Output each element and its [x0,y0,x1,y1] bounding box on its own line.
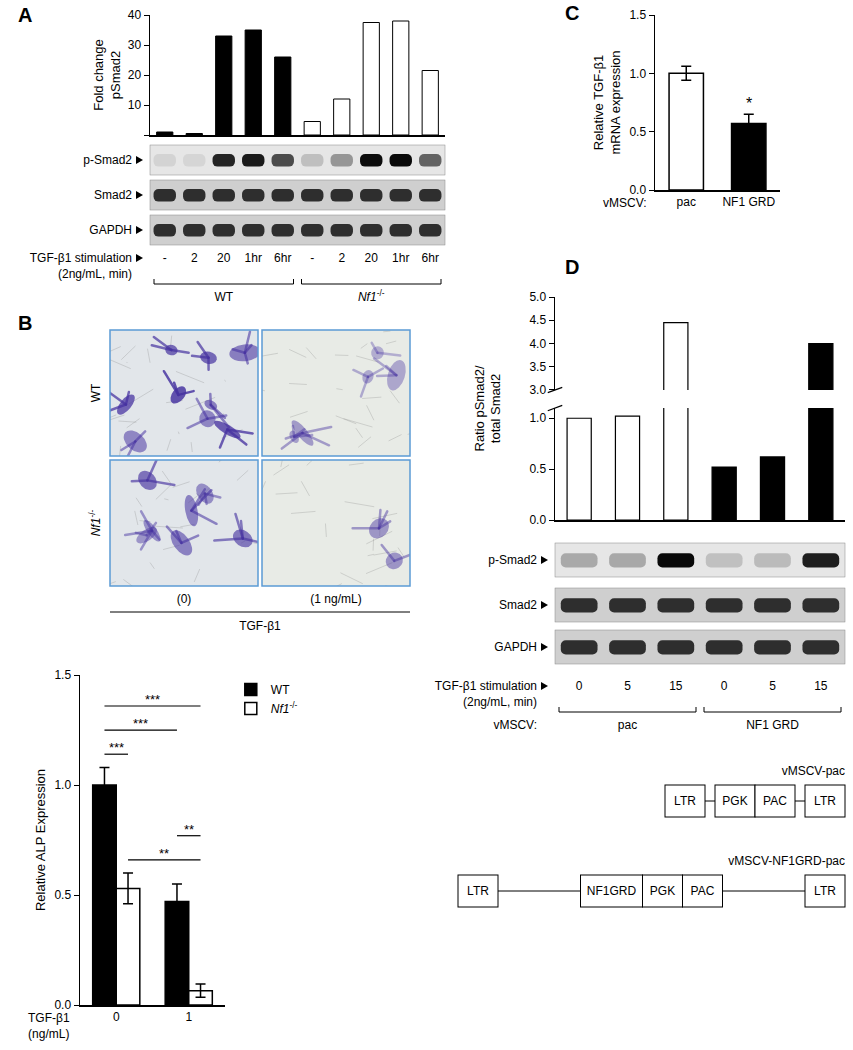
svg-text:Smad2: Smad2 [94,188,132,202]
svg-text:NF1GRD: NF1GRD [587,884,637,898]
svg-text:***: *** [145,692,160,707]
svg-text:PGK: PGK [650,884,675,898]
svg-text:p-Smad2: p-Smad2 [488,553,537,567]
svg-text:0.5: 0.5 [54,888,71,902]
svg-text:1.0: 1.0 [629,67,646,81]
svg-text:PAC: PAC [691,884,715,898]
svg-text:2: 2 [338,251,345,265]
svg-text:Ratio pSmad2/total Smad2: Ratio pSmad2/total Smad2 [472,365,504,451]
svg-text:(1 ng/mL): (1 ng/mL) [310,592,361,606]
svg-text:*: * [746,95,752,112]
svg-text:TGF-β1 stimulation: TGF-β1 stimulation [30,251,132,265]
svg-text:LTR: LTR [814,794,836,808]
svg-text:0: 0 [576,679,583,693]
svg-text:GAPDH: GAPDH [494,640,537,654]
svg-text:1.5: 1.5 [54,668,71,682]
svg-text:Smad2: Smad2 [499,598,537,612]
svg-text:5.0: 5.0 [529,290,546,304]
svg-text:LTR: LTR [467,884,489,898]
svg-text:pac: pac [618,718,637,732]
svg-text:4.5: 4.5 [529,313,546,327]
svg-text:Fold changepSmad2: Fold changepSmad2 [91,39,123,111]
svg-text:Nf1-/-: Nf1-/- [87,509,103,536]
svg-text:40: 40 [128,8,142,22]
svg-text:1.0: 1.0 [54,778,71,792]
svg-text:1.0: 1.0 [529,411,546,425]
svg-text:0: 0 [113,1010,120,1024]
svg-text:30: 30 [128,38,142,52]
svg-text:0: 0 [721,679,728,693]
svg-text:D: D [565,256,579,278]
svg-text:LTR: LTR [814,884,836,898]
svg-text:TGF-β1 stimulation: TGF-β1 stimulation [435,679,537,693]
svg-text:vMSCV:: vMSCV: [493,718,537,732]
svg-text:Relative ALP Expression: Relative ALP Expression [33,769,48,911]
svg-text:C: C [565,2,579,24]
svg-text:vMSCV-pac: vMSCV-pac [782,764,845,778]
svg-text:15: 15 [814,679,828,693]
svg-text:WT: WT [271,683,290,697]
svg-text:10: 10 [128,98,142,112]
svg-text:3.0: 3.0 [529,383,546,397]
svg-text:0.0: 0.0 [54,998,71,1012]
svg-text:**: ** [184,822,194,837]
svg-text:Nf1​-/-​: Nf1​-/-​ [271,700,298,716]
svg-text:(0): (0) [177,592,192,606]
svg-text:5: 5 [624,679,631,693]
svg-text:A: A [18,4,32,26]
svg-text:20: 20 [217,251,231,265]
svg-text:(2ng/mL, min): (2ng/mL, min) [58,267,132,281]
svg-text:6hr: 6hr [422,251,439,265]
svg-text:3.5: 3.5 [529,360,546,374]
svg-text:0.0: 0.0 [629,183,646,197]
svg-text:1.5: 1.5 [629,8,646,22]
svg-text:NF1 GRD: NF1 GRD [722,195,775,209]
svg-text:NF1 GRD: NF1 GRD [746,718,799,732]
svg-text:B: B [18,312,32,334]
svg-text:p-Smad2: p-Smad2 [83,153,132,167]
svg-text:***: *** [109,740,124,755]
svg-text:0.5: 0.5 [529,462,546,476]
svg-text:15: 15 [669,679,683,693]
svg-text:0.0: 0.0 [529,513,546,527]
svg-text:20: 20 [365,251,379,265]
svg-text:-: - [310,251,314,265]
svg-text:TGF-β1(ng/mL): TGF-β1(ng/mL) [28,1011,70,1041]
svg-text:WT: WT [214,290,233,304]
svg-text:TGF-β1: TGF-β1 [239,619,281,633]
svg-text:pac: pac [677,195,696,209]
svg-text:-: - [163,251,167,265]
svg-text:***: *** [133,716,148,731]
svg-text:5: 5 [769,679,776,693]
svg-text:6hr: 6hr [274,251,291,265]
svg-text:GAPDH: GAPDH [89,223,132,237]
svg-text:WT: WT [89,383,103,402]
svg-text:4.0: 4.0 [529,337,546,351]
svg-text:1: 1 [185,1010,192,1024]
svg-text:Nf1-/-: Nf1-/- [358,288,385,304]
svg-text:20: 20 [128,68,142,82]
svg-text:LTR: LTR [674,794,696,808]
svg-text:vMSCV:: vMSCV: [603,196,647,210]
svg-text:PGK: PGK [722,794,747,808]
svg-text:2: 2 [191,251,198,265]
svg-text:Relative TGF-β1mRNA expression: Relative TGF-β1mRNA expression [591,50,623,154]
svg-text:**: ** [159,846,169,861]
svg-text:PAC: PAC [763,794,787,808]
svg-text:(2ng/mL, min): (2ng/mL, min) [463,695,537,709]
svg-text:vMSCV-NF1GRD-pac: vMSCV-NF1GRD-pac [728,854,845,868]
svg-text:1hr: 1hr [245,251,262,265]
svg-text:0.5: 0.5 [629,125,646,139]
svg-text:1hr: 1hr [392,251,409,265]
